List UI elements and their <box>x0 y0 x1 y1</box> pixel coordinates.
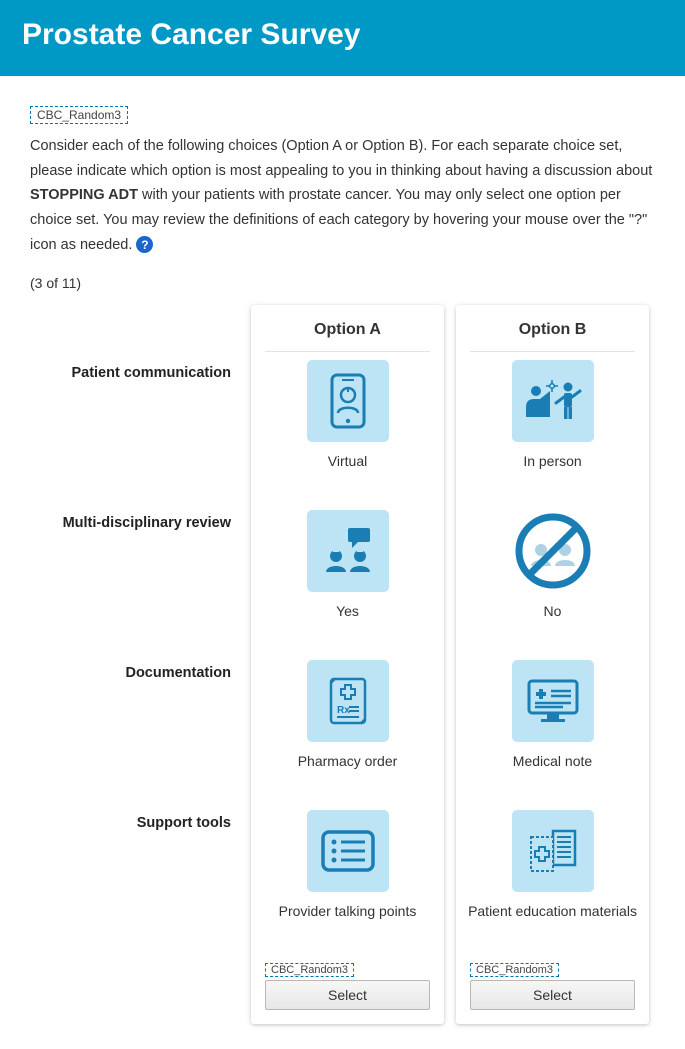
instructions: Consider each of the following choices (… <box>30 134 655 257</box>
instructions-bold: STOPPING ADT <box>30 187 138 203</box>
row-labels-column: Patient communication Multi-disciplinary… <box>30 305 245 1024</box>
row-label-patient-communication: Patient communication <box>30 359 245 509</box>
svg-text:Rx: Rx <box>337 705 350 716</box>
page-header: Prostate Cancer Survey <box>0 0 685 76</box>
help-icon[interactable]: ? <box>136 236 153 253</box>
option-b-cell-3-label: Medical note <box>507 752 598 770</box>
option-a-cell-2: Yes <box>251 502 444 652</box>
option-b-card: Option B In person <box>456 305 649 1024</box>
pharmacy-order-icon: Rx <box>307 660 389 742</box>
option-b-select-button[interactable]: Select <box>470 980 635 1010</box>
virtual-phone-doctor-icon <box>307 360 389 442</box>
row-label-documentation: Documentation <box>30 659 245 809</box>
choice-grid: Patient communication Multi-disciplinary… <box>30 305 655 1024</box>
option-a-cell-1: Virtual <box>251 352 444 502</box>
option-a-cell-4-label: Provider talking points <box>273 902 423 920</box>
option-b-chip: CBC_Random3 <box>470 963 559 977</box>
option-b-cell-4-label: Patient education materials <box>462 902 643 920</box>
progress-indicator: (3 of 11) <box>30 275 655 291</box>
option-a-header: Option A <box>265 305 430 352</box>
option-a-cell-3-label: Pharmacy order <box>292 752 404 770</box>
row-label-multi-disciplinary-review: Multi-disciplinary review <box>30 509 245 659</box>
option-a-card: Option A Virtual <box>251 305 444 1024</box>
option-a-cell-2-label: Yes <box>330 602 365 620</box>
survey-body: CBC_Random3 Consider each of the followi… <box>0 76 685 1036</box>
option-a-footer: CBC_Random3 Select <box>251 952 444 1024</box>
option-a-select-button[interactable]: Select <box>265 980 430 1010</box>
option-b-cell-1: In person <box>456 352 649 502</box>
talking-points-list-icon <box>307 810 389 892</box>
option-b-cell-2: No <box>456 502 649 652</box>
team-discussion-icon <box>307 510 389 592</box>
row-label-support-tools: Support tools <box>30 809 245 959</box>
option-a-cell-4: Provider talking points <box>251 802 444 952</box>
prohibited-team-icon <box>512 510 594 592</box>
medical-note-monitor-icon <box>512 660 594 742</box>
option-a-chip: CBC_Random3 <box>265 963 354 977</box>
in-person-visit-icon <box>512 360 594 442</box>
patient-education-materials-icon <box>512 810 594 892</box>
page-title: Prostate Cancer Survey <box>22 18 663 52</box>
instructions-pre: Consider each of the following choices (… <box>30 138 652 179</box>
option-b-header: Option B <box>470 305 635 352</box>
option-a-cell-1-label: Virtual <box>322 452 373 470</box>
option-b-cell-1-label: In person <box>517 452 587 470</box>
option-b-cell-2-label: No <box>538 602 568 620</box>
question-id-chip: CBC_Random3 <box>30 106 128 124</box>
option-b-cell-4: Patient education materials <box>456 802 649 952</box>
option-b-footer: CBC_Random3 Select <box>456 952 649 1024</box>
option-a-cell-3: Rx Pharmacy order <box>251 652 444 802</box>
option-b-cell-3: Medical note <box>456 652 649 802</box>
